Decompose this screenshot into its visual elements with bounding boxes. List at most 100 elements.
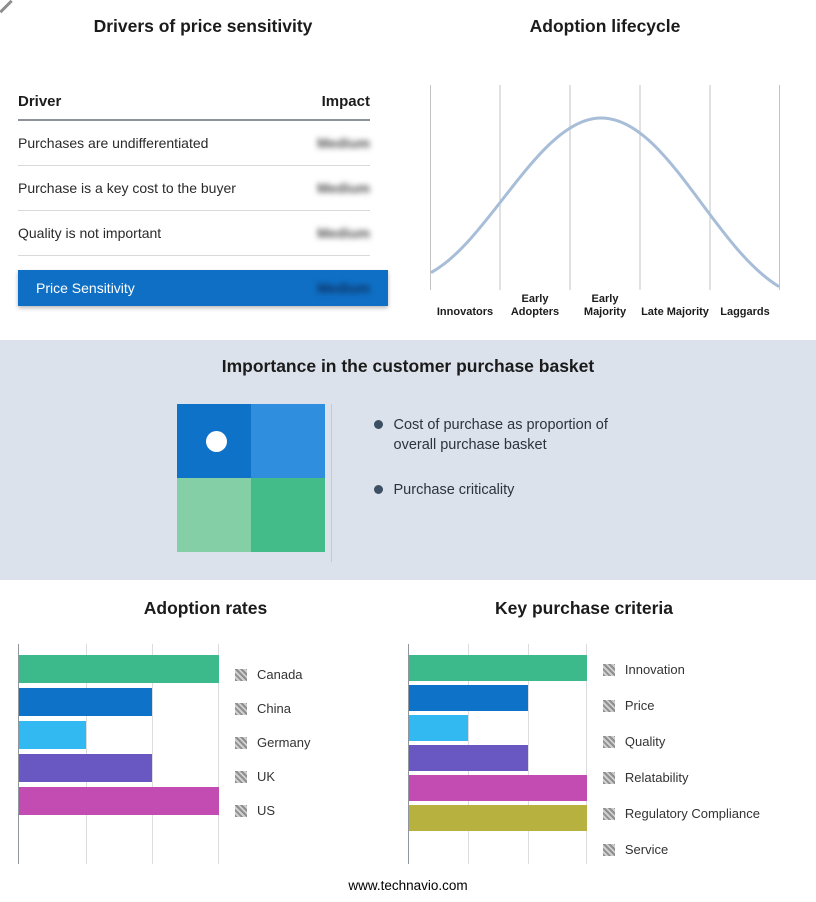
lifecycle-title: Adoption lifecycle: [529, 16, 681, 36]
legend-swatch: [235, 804, 247, 817]
bar-price: [409, 685, 528, 711]
key-purchase-criteria-legend: Innovation Price Quality Relatability Re…: [602, 644, 760, 878]
legend-swatch: [235, 668, 247, 681]
legend-item: UK: [235, 769, 310, 784]
bar-service: [409, 805, 587, 831]
bar-innovation: [409, 655, 587, 681]
driver-label: Quality is not important: [18, 225, 162, 241]
column-driver: Driver: [18, 93, 62, 110]
legend-label: Quality: [624, 734, 666, 749]
legend-label: Price: [624, 698, 655, 713]
legend-swatch: [602, 735, 615, 748]
legend-swatch: [602, 843, 615, 856]
quadrant-bottom-left: [176, 478, 251, 552]
bar-regulatory-compliance: [409, 775, 587, 801]
stage-late-majority: Late Majority: [641, 306, 709, 319]
basket-title: Importance in the customer purchase bask…: [221, 356, 595, 376]
legend-item: Regulatory Compliance: [602, 806, 760, 821]
corner-artifact: [0, 0, 13, 14]
legend-swatch: [235, 702, 247, 715]
quadrant-bottom-right: [250, 478, 325, 552]
legend-label: UK: [257, 769, 276, 784]
legend-item: Canada: [235, 667, 310, 682]
price-sensitivity-label: Price Sensitivity: [36, 280, 135, 296]
legend-swatch: [602, 771, 615, 784]
bar-canada: [19, 655, 219, 683]
quadrant-group: [176, 404, 332, 562]
table-row: Quality is not important Medium: [18, 211, 370, 256]
legend-label: US: [257, 803, 276, 818]
quadrant-top-left: [176, 404, 251, 478]
adoption-rates-panel: Adoption rates Canada: [18, 598, 393, 864]
legend-label: Innovation: [624, 662, 685, 677]
table-row: Purchases are undifferentiated Medium: [18, 121, 370, 166]
drivers-title: Drivers of price sensitivity: [93, 16, 313, 36]
key-purchase-criteria-title: Key purchase criteria: [494, 598, 673, 618]
legend-label: Regulatory Compliance: [624, 806, 760, 821]
bar-group: [19, 644, 219, 815]
stage-innovators: Innovators: [436, 306, 494, 319]
impact-value: Medium: [317, 180, 370, 196]
price-sensitivity-row: Price Sensitivity Medium: [18, 270, 388, 306]
bar-relatability: [409, 745, 528, 771]
legend-item: US: [235, 803, 310, 818]
column-impact: Impact: [321, 93, 370, 110]
adoption-rates-legend: Canada China Germany UK US: [235, 644, 310, 837]
legend-item: Relatability: [602, 770, 760, 785]
legend-swatch: [602, 699, 615, 712]
bell-curve-svg: [430, 85, 780, 290]
bullet-item: Purchase criticality: [372, 481, 640, 501]
stage-early-adopters: Early Adopters: [510, 293, 560, 319]
legend-label: Canada: [257, 667, 303, 682]
adoption-rates-plot: [18, 644, 219, 864]
key-purchase-criteria-chart: Innovation Price Quality Relatability Re…: [408, 644, 760, 878]
gridline: [152, 644, 154, 864]
gridline: [527, 644, 529, 864]
adoption-rates-title: Adoption rates: [143, 598, 268, 618]
stage-early-majority: Early Majority: [583, 293, 627, 319]
legend-item: Service: [602, 842, 760, 857]
basket-content: Cost of purchase as proportion of overal…: [0, 404, 816, 562]
drivers-panel: Drivers of price sensitivity Driver Impa…: [18, 16, 388, 306]
legend-item: Quality: [602, 734, 760, 749]
lifecycle-panel: Adoption lifecycle Innovators Early Adop…: [430, 16, 780, 319]
price-sensitivity-value: Medium: [317, 280, 370, 296]
legend-swatch: [602, 663, 615, 676]
key-purchase-criteria-plot: [408, 644, 587, 864]
legend-label: China: [257, 701, 291, 716]
stage-labels: Innovators Early Adopters Early Majority…: [430, 293, 780, 319]
legend-label: Service: [624, 842, 669, 857]
position-dot: [205, 431, 227, 452]
bar-group: [409, 644, 587, 831]
impact-value: Medium: [317, 225, 370, 241]
quadrant-chart: [176, 404, 325, 552]
gridline: [218, 644, 219, 864]
impact-value: Medium: [317, 135, 370, 151]
bar-quality: [409, 715, 469, 741]
stage-laggards: Laggards: [720, 306, 770, 319]
table-row: Purchase is a key cost to the buyer Medi…: [18, 166, 370, 211]
lifecycle-chart: [430, 85, 780, 290]
table-header: Driver Impact: [18, 93, 370, 121]
quadrant-axis-line: [330, 404, 332, 562]
legend-label: Relatability: [624, 770, 689, 785]
website-link: www.technavio.com: [348, 878, 468, 893]
legend-swatch: [235, 736, 247, 749]
key-purchase-criteria-panel: Key purchase criteria Innovation: [408, 598, 760, 878]
bullet-list: Cost of purchase as proportion of overal…: [372, 404, 640, 501]
driver-label: Purchase is a key cost to the buyer: [18, 180, 236, 196]
bar-uk: [19, 754, 153, 782]
legend-swatch: [235, 770, 247, 783]
legend-swatch: [602, 807, 615, 820]
purchase-basket-band: Importance in the customer purchase bask…: [0, 340, 816, 580]
bell-curve: [430, 116, 780, 288]
bullet-item: Cost of purchase as proportion of overal…: [372, 416, 640, 455]
legend-item: Innovation: [602, 662, 760, 677]
legend-item: China: [235, 701, 310, 716]
bar-us: [19, 787, 219, 815]
quadrant-top-right: [250, 404, 325, 478]
legend-label: Germany: [257, 735, 311, 750]
legend-item: Germany: [235, 735, 310, 750]
gridline: [585, 644, 587, 864]
